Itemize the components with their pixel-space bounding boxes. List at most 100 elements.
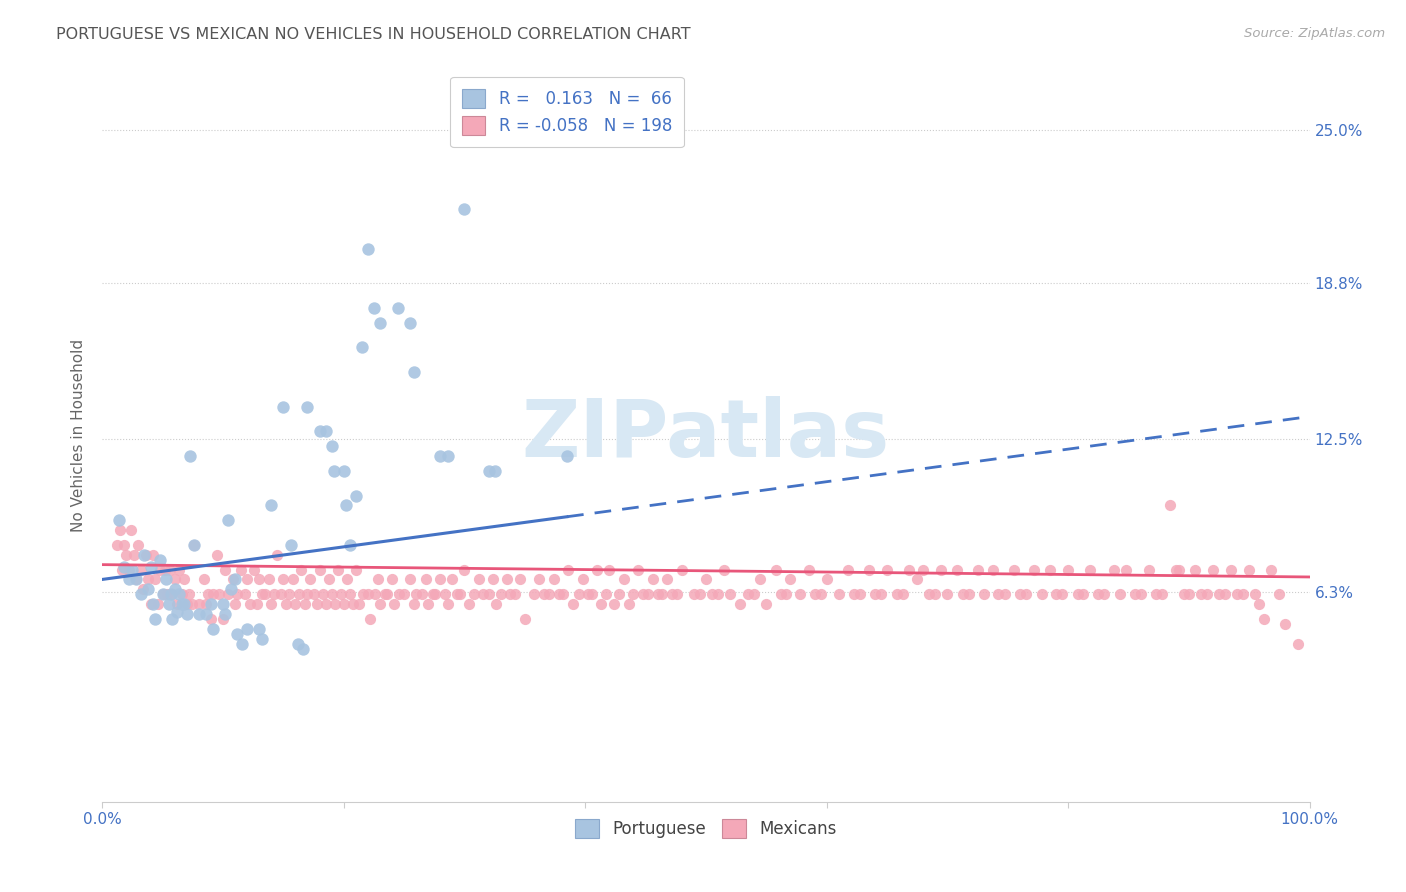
Point xyxy=(700,587,723,601)
Point xyxy=(1137,563,1160,577)
Point xyxy=(302,587,325,601)
Point xyxy=(238,597,260,611)
Point xyxy=(837,563,859,577)
Point xyxy=(134,548,156,562)
Point xyxy=(221,582,243,597)
Point xyxy=(173,597,195,611)
Point xyxy=(1173,587,1195,601)
Point xyxy=(957,587,980,601)
Point xyxy=(695,573,717,587)
Point xyxy=(1220,563,1243,577)
Point xyxy=(973,587,995,601)
Point xyxy=(1015,587,1038,601)
Point xyxy=(122,548,145,562)
Point xyxy=(297,400,319,414)
Point xyxy=(446,587,468,601)
Point xyxy=(543,573,565,587)
Point xyxy=(297,587,319,601)
Point xyxy=(153,563,176,577)
Point xyxy=(1129,587,1152,601)
Point xyxy=(291,641,314,656)
Point xyxy=(1244,587,1267,601)
Point xyxy=(1031,587,1053,601)
Point xyxy=(627,563,650,577)
Point xyxy=(224,573,246,587)
Point xyxy=(183,538,205,552)
Point xyxy=(142,548,165,562)
Point xyxy=(315,425,337,439)
Point xyxy=(384,597,406,611)
Point xyxy=(1002,563,1025,577)
Point xyxy=(176,597,198,611)
Point xyxy=(415,573,437,587)
Point xyxy=(789,587,811,601)
Point xyxy=(1050,587,1073,601)
Point xyxy=(1123,587,1146,601)
Point xyxy=(290,563,312,577)
Point xyxy=(326,563,349,577)
Point xyxy=(1202,563,1225,577)
Point xyxy=(193,573,215,587)
Text: ZIPatlas: ZIPatlas xyxy=(522,396,890,474)
Point xyxy=(388,587,411,601)
Point xyxy=(112,538,135,552)
Point xyxy=(402,597,425,611)
Point xyxy=(478,464,501,478)
Point xyxy=(149,552,172,566)
Point xyxy=(146,597,169,611)
Point xyxy=(274,597,297,611)
Point xyxy=(157,597,180,611)
Point xyxy=(478,587,501,601)
Point xyxy=(1239,563,1261,577)
Point xyxy=(266,548,288,562)
Point xyxy=(595,587,617,601)
Point xyxy=(212,597,235,611)
Point xyxy=(231,637,253,651)
Point xyxy=(924,587,946,601)
Point xyxy=(671,563,693,577)
Point xyxy=(143,573,166,587)
Point xyxy=(1071,587,1094,601)
Point xyxy=(149,563,172,577)
Point xyxy=(562,597,585,611)
Point xyxy=(263,587,285,601)
Point xyxy=(441,573,464,587)
Point xyxy=(815,573,838,587)
Point xyxy=(257,573,280,587)
Point xyxy=(332,464,354,478)
Point xyxy=(260,499,283,513)
Point xyxy=(173,573,195,587)
Point xyxy=(179,587,201,601)
Point xyxy=(931,563,953,577)
Point xyxy=(849,587,872,601)
Point xyxy=(1189,587,1212,601)
Point xyxy=(1092,587,1115,601)
Point xyxy=(994,587,1017,601)
Point xyxy=(858,563,880,577)
Point xyxy=(143,612,166,626)
Point xyxy=(547,587,569,601)
Point xyxy=(803,587,825,601)
Point xyxy=(966,563,988,577)
Point xyxy=(429,573,451,587)
Point xyxy=(156,587,179,601)
Point xyxy=(118,573,141,587)
Point xyxy=(463,587,485,601)
Point xyxy=(202,622,225,636)
Point xyxy=(952,587,974,601)
Point xyxy=(484,464,506,478)
Point xyxy=(1226,587,1249,601)
Point xyxy=(200,597,222,611)
Point xyxy=(357,587,380,601)
Point xyxy=(214,607,236,621)
Point xyxy=(125,573,148,587)
Point xyxy=(152,587,174,601)
Point xyxy=(136,573,159,587)
Point xyxy=(1078,563,1101,577)
Point xyxy=(1195,587,1218,601)
Point xyxy=(357,242,380,256)
Point xyxy=(281,573,304,587)
Point xyxy=(195,607,218,621)
Point xyxy=(651,587,673,601)
Point xyxy=(657,573,679,587)
